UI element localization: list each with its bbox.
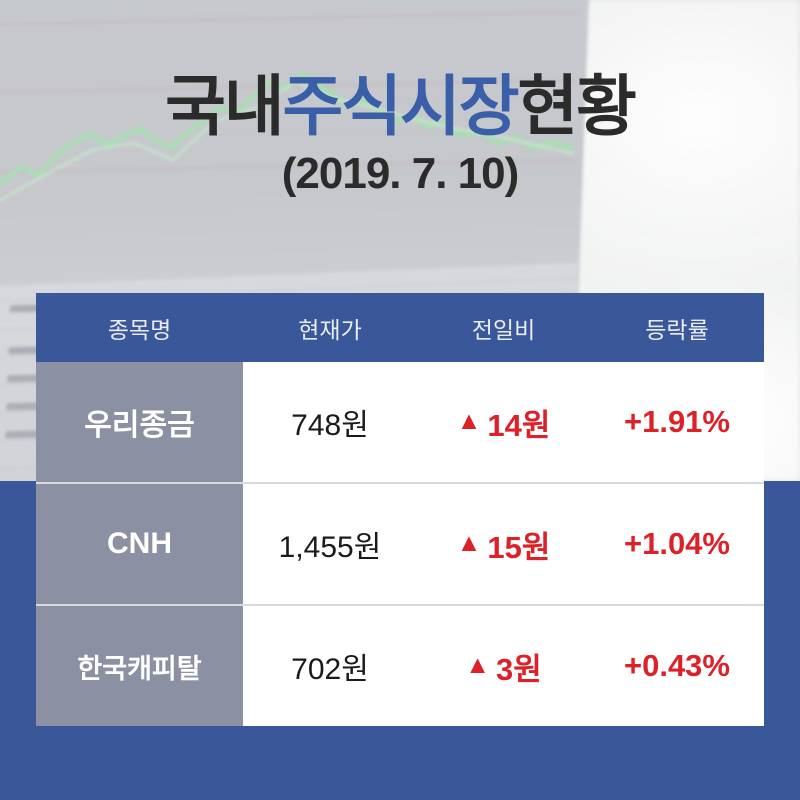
table-body: 우리종금 748원 ▲ 14원 +1.91% CNH 1,455원 ▲ 15원 +1… — [36, 362, 764, 726]
background-trading-screen — [0, 0, 591, 481]
cell-current-price: 702원 — [243, 606, 417, 726]
page-date: (2019. 7. 10) — [281, 149, 520, 199]
cell-change-value: 3원 — [495, 651, 542, 687]
column-header-price: 현재가 — [243, 293, 417, 362]
cell-current-price: 1,455원 — [243, 484, 417, 604]
cell-stock-name: 한국캐피탈 — [36, 606, 243, 726]
cell-change-rate: +0.43% — [590, 606, 764, 726]
cell-change: ▲ 15원 — [417, 484, 590, 604]
cell-change-value: 15원 — [487, 529, 551, 565]
cell-change-value: 14원 — [487, 407, 551, 443]
table-header-row: 종목명 현재가 전일비 등락률 — [36, 293, 764, 362]
title-block: 국내주식시장현황 (2019. 7. 10) — [0, 69, 800, 199]
cell-stock-name: CNH — [36, 484, 243, 604]
title-part-1: 주식시장 — [282, 69, 520, 143]
up-arrow-icon: ▲ — [456, 528, 482, 557]
title-part-0: 국내 — [165, 69, 284, 143]
stock-table: 종목명 현재가 전일비 등락률 우리종금 748원 ▲ 14원 +1.91% CN… — [36, 293, 764, 726]
background-line-chart — [0, 70, 575, 212]
column-header-change: 전일비 — [417, 293, 590, 362]
cell-stock-name: 우리종금 — [36, 362, 243, 482]
table-row[interactable]: 우리종금 748원 ▲ 14원 +1.91% — [36, 362, 764, 482]
table-row[interactable]: 한국캐피탈 702원 ▲ 3원 +0.43% — [36, 604, 764, 726]
cell-change: ▲ 14원 — [417, 362, 590, 482]
cell-change: ▲ 3원 — [417, 606, 590, 726]
up-arrow-icon: ▲ — [456, 406, 482, 435]
background-chart-area — [0, 0, 579, 266]
column-header-name: 종목명 — [36, 293, 243, 362]
title-part-2: 현황 — [517, 69, 636, 143]
up-arrow-icon: ▲ — [465, 650, 490, 679]
table-row[interactable]: CNH 1,455원 ▲ 15원 +1.04% — [36, 482, 764, 604]
column-header-rate: 등락률 — [590, 293, 764, 362]
cell-change-rate: +1.04% — [590, 484, 764, 604]
cell-current-price: 748원 — [243, 362, 417, 482]
page-title: 국내주식시장현황 — [0, 69, 800, 143]
cell-change-rate: +1.91% — [590, 362, 764, 482]
